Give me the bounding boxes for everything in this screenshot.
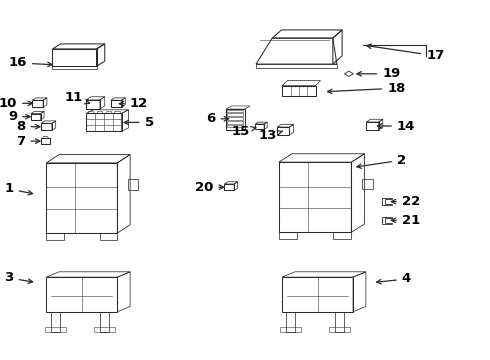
Text: 14: 14	[378, 120, 416, 132]
Bar	[99, 233, 118, 240]
Text: 22: 22	[392, 195, 420, 208]
Text: 2: 2	[357, 154, 406, 168]
Bar	[47, 233, 64, 240]
Bar	[47, 163, 117, 233]
Bar	[227, 113, 243, 116]
Text: 17: 17	[367, 44, 444, 62]
Bar	[31, 113, 41, 120]
Text: 3: 3	[4, 271, 33, 284]
Text: 6: 6	[206, 112, 228, 125]
Bar	[47, 277, 117, 312]
Bar	[279, 233, 297, 239]
Text: 9: 9	[8, 110, 30, 123]
Text: 19: 19	[357, 67, 400, 80]
Bar	[279, 162, 351, 233]
Text: 10: 10	[0, 97, 32, 110]
Bar	[128, 179, 139, 190]
Bar	[111, 100, 122, 107]
Bar	[227, 125, 243, 127]
Text: 15: 15	[232, 125, 256, 138]
Bar	[32, 100, 43, 107]
Text: 21: 21	[392, 214, 420, 227]
Bar	[227, 110, 243, 112]
Bar	[227, 117, 243, 120]
Bar	[333, 233, 351, 239]
Bar	[362, 179, 373, 189]
Text: 13: 13	[259, 129, 282, 142]
Text: 4: 4	[376, 273, 411, 285]
Text: 8: 8	[16, 120, 40, 133]
Bar	[227, 121, 243, 123]
Bar	[255, 124, 264, 129]
Bar	[88, 111, 93, 113]
Bar	[51, 312, 60, 332]
Bar	[335, 312, 344, 332]
Bar	[226, 109, 245, 130]
Bar	[52, 66, 97, 69]
Text: 7: 7	[16, 135, 40, 148]
Bar	[41, 123, 52, 130]
Bar	[282, 277, 353, 312]
Text: 11: 11	[65, 91, 89, 104]
Bar	[100, 312, 108, 332]
Bar	[277, 127, 289, 135]
Bar	[94, 327, 115, 332]
Bar	[367, 122, 379, 130]
Bar	[286, 312, 295, 332]
Bar	[86, 113, 122, 131]
Bar	[329, 327, 350, 332]
Bar	[106, 111, 111, 113]
Text: 20: 20	[195, 181, 223, 194]
Text: 5: 5	[124, 116, 154, 129]
Text: 12: 12	[120, 97, 148, 110]
Bar	[45, 327, 66, 332]
Bar	[256, 64, 337, 68]
Bar	[97, 111, 102, 113]
Text: 18: 18	[328, 82, 406, 95]
Bar	[224, 184, 234, 190]
Text: 1: 1	[4, 183, 33, 195]
Bar	[86, 100, 100, 109]
Bar	[41, 138, 50, 144]
Text: 16: 16	[9, 57, 52, 69]
Bar	[282, 86, 316, 96]
Bar	[280, 327, 301, 332]
Bar	[115, 111, 120, 113]
